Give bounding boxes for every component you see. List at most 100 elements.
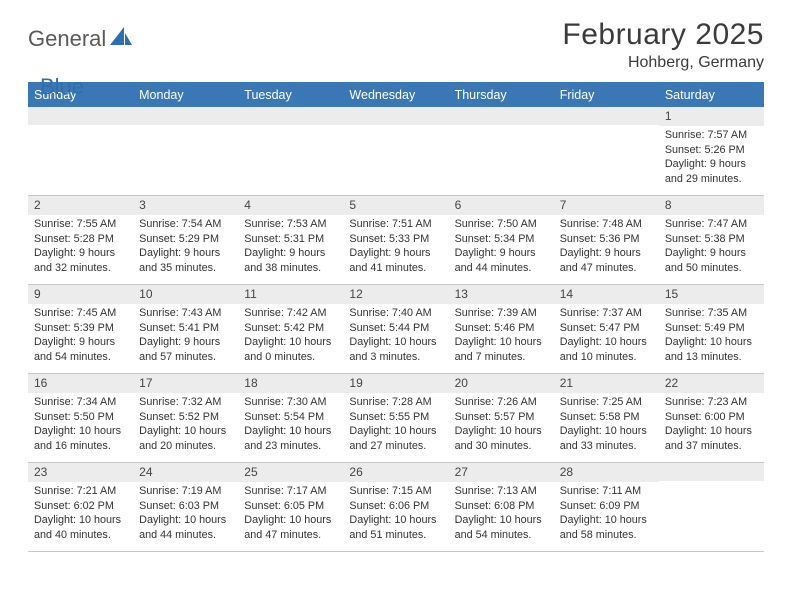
daylight-text: Daylight: 9 hours and 38 minutes. [244, 246, 337, 275]
daylight-text: Daylight: 10 hours and 13 minutes. [665, 335, 758, 364]
sunrise-text: Sunrise: 7:34 AM [34, 395, 127, 410]
sunrise-text: Sunrise: 7:15 AM [349, 484, 442, 499]
cell-body: Sunrise: 7:23 AMSunset: 6:00 PMDaylight:… [659, 393, 764, 453]
sunrise-text: Sunrise: 7:45 AM [34, 306, 127, 321]
cell-body: Sunrise: 7:21 AMSunset: 6:02 PMDaylight:… [28, 482, 133, 542]
cell-body: Sunrise: 7:13 AMSunset: 6:08 PMDaylight:… [449, 482, 554, 542]
sunset-text: Sunset: 5:34 PM [455, 232, 548, 247]
calendar-cell: 17Sunrise: 7:32 AMSunset: 5:52 PMDayligh… [133, 374, 238, 463]
cell-body: Sunrise: 7:53 AMSunset: 5:31 PMDaylight:… [238, 215, 343, 275]
weekday-header: Wednesday [343, 84, 448, 107]
sunrise-text: Sunrise: 7:21 AM [34, 484, 127, 499]
sunrise-text: Sunrise: 7:23 AM [665, 395, 758, 410]
sunrise-text: Sunrise: 7:19 AM [139, 484, 232, 499]
daylight-text: Daylight: 10 hours and 44 minutes. [139, 513, 232, 542]
sunrise-text: Sunrise: 7:37 AM [560, 306, 653, 321]
daylight-text: Daylight: 9 hours and 29 minutes. [665, 157, 758, 186]
day-number [659, 463, 764, 481]
cell-body: Sunrise: 7:40 AMSunset: 5:44 PMDaylight:… [343, 304, 448, 364]
cell-body: Sunrise: 7:39 AMSunset: 5:46 PMDaylight:… [449, 304, 554, 364]
daylight-text: Daylight: 10 hours and 27 minutes. [349, 424, 442, 453]
calendar-cell: 1Sunrise: 7:57 AMSunset: 5:26 PMDaylight… [659, 107, 764, 196]
cell-body: Sunrise: 7:37 AMSunset: 5:47 PMDaylight:… [554, 304, 659, 364]
calendar-cell [28, 107, 133, 196]
sunrise-text: Sunrise: 7:30 AM [244, 395, 337, 410]
calendar-cell: 18Sunrise: 7:30 AMSunset: 5:54 PMDayligh… [238, 374, 343, 463]
sunrise-text: Sunrise: 7:26 AM [455, 395, 548, 410]
daylight-text: Daylight: 10 hours and 51 minutes. [349, 513, 442, 542]
sunrise-text: Sunrise: 7:54 AM [139, 217, 232, 232]
cell-body: Sunrise: 7:34 AMSunset: 5:50 PMDaylight:… [28, 393, 133, 453]
calendar-cell [659, 463, 764, 552]
day-number: 26 [343, 463, 448, 482]
calendar-cell: 7Sunrise: 7:48 AMSunset: 5:36 PMDaylight… [554, 196, 659, 285]
cell-body: Sunrise: 7:47 AMSunset: 5:38 PMDaylight:… [659, 215, 764, 275]
day-number: 10 [133, 285, 238, 304]
title-block: February 2025 Hohberg, Germany [562, 18, 764, 72]
sunset-text: Sunset: 6:06 PM [349, 499, 442, 514]
cell-body: Sunrise: 7:15 AMSunset: 6:06 PMDaylight:… [343, 482, 448, 542]
calendar-cell: 5Sunrise: 7:51 AMSunset: 5:33 PMDaylight… [343, 196, 448, 285]
daylight-text: Daylight: 10 hours and 23 minutes. [244, 424, 337, 453]
calendar-cell: 26Sunrise: 7:15 AMSunset: 6:06 PMDayligh… [343, 463, 448, 552]
sunrise-text: Sunrise: 7:11 AM [560, 484, 653, 499]
calendar-cell: 12Sunrise: 7:40 AMSunset: 5:44 PMDayligh… [343, 285, 448, 374]
calendar-cell: 27Sunrise: 7:13 AMSunset: 6:08 PMDayligh… [449, 463, 554, 552]
sunset-text: Sunset: 5:52 PM [139, 410, 232, 425]
daylight-text: Daylight: 9 hours and 54 minutes. [34, 335, 127, 364]
cell-body: Sunrise: 7:57 AMSunset: 5:26 PMDaylight:… [659, 126, 764, 186]
day-number: 12 [343, 285, 448, 304]
sunrise-text: Sunrise: 7:40 AM [349, 306, 442, 321]
sunset-text: Sunset: 5:55 PM [349, 410, 442, 425]
weekday-header-row: Sunday Monday Tuesday Wednesday Thursday… [28, 84, 764, 107]
daylight-text: Daylight: 9 hours and 35 minutes. [139, 246, 232, 275]
sunrise-text: Sunrise: 7:25 AM [560, 395, 653, 410]
daylight-text: Daylight: 9 hours and 44 minutes. [455, 246, 548, 275]
day-number: 3 [133, 196, 238, 215]
sunset-text: Sunset: 5:29 PM [139, 232, 232, 247]
daylight-text: Daylight: 9 hours and 50 minutes. [665, 246, 758, 275]
sunset-text: Sunset: 6:02 PM [34, 499, 127, 514]
calendar-cell: 23Sunrise: 7:21 AMSunset: 6:02 PMDayligh… [28, 463, 133, 552]
cell-body: Sunrise: 7:26 AMSunset: 5:57 PMDaylight:… [449, 393, 554, 453]
day-number: 9 [28, 285, 133, 304]
day-number [133, 107, 238, 125]
day-number: 21 [554, 374, 659, 393]
sunset-text: Sunset: 6:00 PM [665, 410, 758, 425]
weekday-header: Saturday [659, 84, 764, 107]
cell-body: Sunrise: 7:28 AMSunset: 5:55 PMDaylight:… [343, 393, 448, 453]
calendar-cell: 3 Sunrise: 7:54 AMSunset: 5:29 PMDaylight… [133, 196, 238, 285]
calendar-cell: 16Sunrise: 7:34 AMSunset: 5:50 PMDayligh… [28, 374, 133, 463]
cell-body: Sunrise: 7:42 AMSunset: 5:42 PMDaylight:… [238, 304, 343, 364]
day-number: 16 [28, 374, 133, 393]
day-number [343, 107, 448, 125]
daylight-text: Daylight: 9 hours and 47 minutes. [560, 246, 653, 275]
sunset-text: Sunset: 5:31 PM [244, 232, 337, 247]
sunrise-text: Sunrise: 7:53 AM [244, 217, 337, 232]
day-number: 13 [449, 285, 554, 304]
sunset-text: Sunset: 5:38 PM [665, 232, 758, 247]
weekday-header: Thursday [449, 84, 554, 107]
calendar-cell: 19Sunrise: 7:28 AMSunset: 5:55 PMDayligh… [343, 374, 448, 463]
daylight-text: Daylight: 10 hours and 33 minutes. [560, 424, 653, 453]
daylight-text: Daylight: 10 hours and 16 minutes. [34, 424, 127, 453]
daylight-text: Daylight: 10 hours and 20 minutes. [139, 424, 232, 453]
weekday-header: Tuesday [238, 84, 343, 107]
sunrise-text: Sunrise: 7:39 AM [455, 306, 548, 321]
sunset-text: Sunset: 6:08 PM [455, 499, 548, 514]
cell-body: Sunrise: 7:25 AMSunset: 5:58 PMDaylight:… [554, 393, 659, 453]
weekday-header: Friday [554, 84, 659, 107]
day-number: 1 [659, 107, 764, 126]
calendar-cell: 4Sunrise: 7:53 AMSunset: 5:31 PMDaylight… [238, 196, 343, 285]
day-number: 22 [659, 374, 764, 393]
day-number: 11 [238, 285, 343, 304]
day-number: 20 [449, 374, 554, 393]
calendar-cell: 6Sunrise: 7:50 AMSunset: 5:34 PMDaylight… [449, 196, 554, 285]
daylight-text: Daylight: 9 hours and 32 minutes. [34, 246, 127, 275]
daylight-text: Daylight: 10 hours and 58 minutes. [560, 513, 653, 542]
sunset-text: Sunset: 5:33 PM [349, 232, 442, 247]
cell-body: Sunrise: 7:11 AMSunset: 6:09 PMDaylight:… [554, 482, 659, 542]
calendar-cell: 9Sunrise: 7:45 AMSunset: 5:39 PMDaylight… [28, 285, 133, 374]
calendar-cell: 21Sunrise: 7:25 AMSunset: 5:58 PMDayligh… [554, 374, 659, 463]
cell-body: Sunrise: 7:48 AMSunset: 5:36 PMDaylight:… [554, 215, 659, 275]
